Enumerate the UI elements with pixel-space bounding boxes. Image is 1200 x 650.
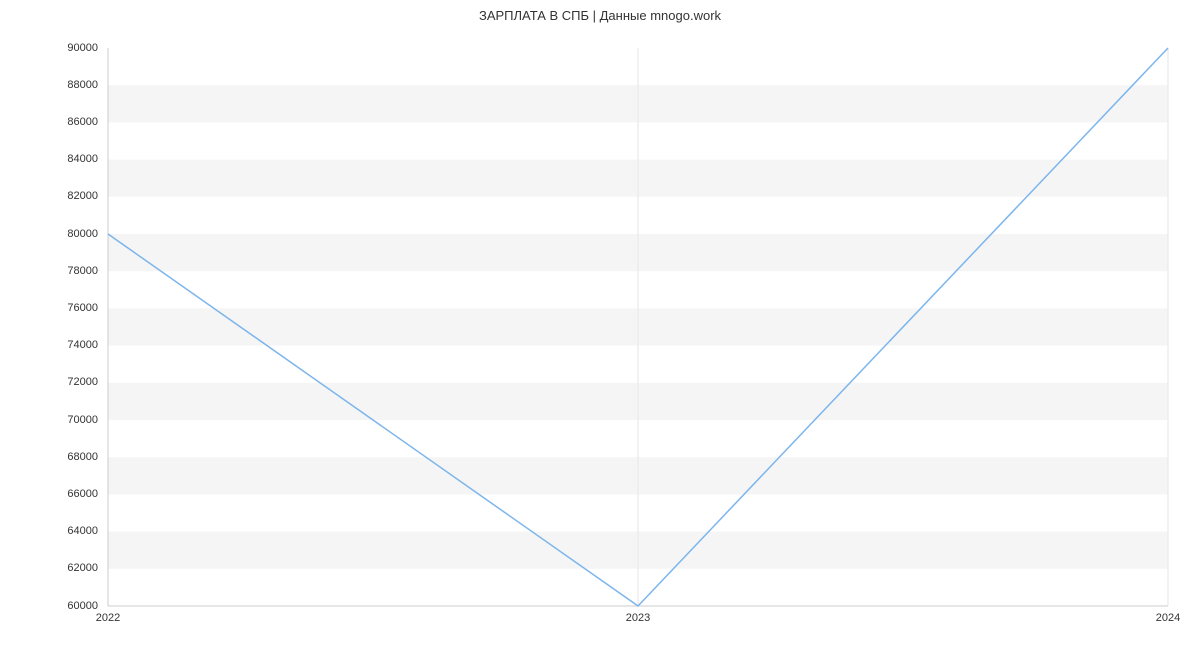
y-axis-tick-label: 76000	[0, 302, 98, 314]
chart-svg	[0, 0, 1200, 650]
y-axis-tick-label: 64000	[0, 525, 98, 537]
x-axis-tick-label: 2022	[68, 612, 148, 624]
y-axis-tick-label: 74000	[0, 339, 98, 351]
y-axis-tick-label: 90000	[0, 42, 98, 54]
y-axis-tick-label: 86000	[0, 116, 98, 128]
chart-container: ЗАРПЛАТА В СПБ | Данные mnogo.work 60000…	[0, 0, 1200, 650]
y-axis-tick-label: 78000	[0, 265, 98, 277]
y-axis-tick-label: 62000	[0, 562, 98, 574]
y-axis-tick-label: 80000	[0, 228, 98, 240]
y-axis-tick-label: 68000	[0, 451, 98, 463]
y-axis-tick-label: 66000	[0, 488, 98, 500]
y-axis-tick-label: 72000	[0, 376, 98, 388]
x-axis-tick-label: 2023	[598, 612, 678, 624]
y-axis-tick-label: 82000	[0, 190, 98, 202]
x-axis-tick-label: 2024	[1128, 612, 1200, 624]
y-axis-tick-label: 60000	[0, 600, 98, 612]
y-axis-tick-label: 88000	[0, 79, 98, 91]
y-axis-tick-label: 70000	[0, 414, 98, 426]
y-axis-tick-label: 84000	[0, 153, 98, 165]
